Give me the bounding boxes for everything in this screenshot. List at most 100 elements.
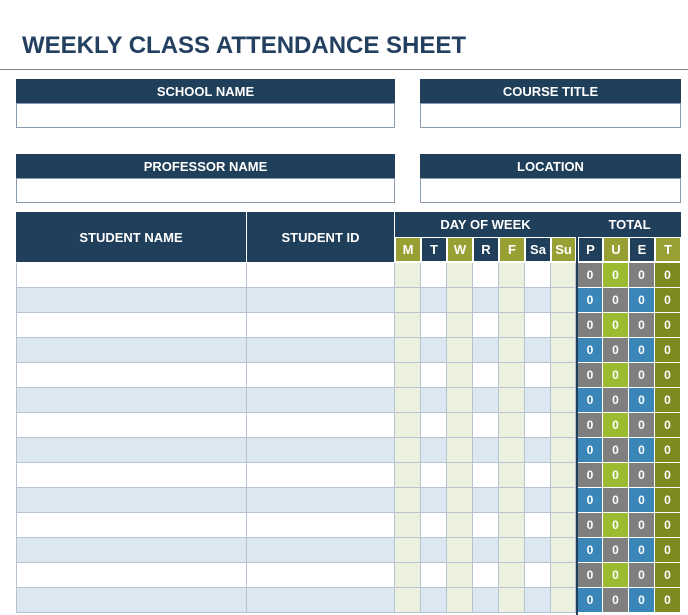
total-cell: 0	[603, 263, 629, 288]
total-cell: 0	[578, 363, 603, 388]
day-cell	[473, 463, 499, 488]
day-cell	[395, 363, 421, 388]
student-name-cell	[16, 438, 247, 463]
separator	[576, 212, 578, 615]
total-cell: 0	[655, 588, 681, 613]
day-cell	[473, 313, 499, 338]
day-cell	[551, 563, 576, 588]
day-cell	[395, 513, 421, 538]
student-id-cell	[247, 438, 395, 463]
field-label: COURSE TITLE	[420, 79, 681, 103]
student-id-cell	[247, 263, 395, 288]
day-cell	[473, 288, 499, 313]
day-cell	[447, 488, 473, 513]
student-name-cell	[16, 338, 247, 363]
day-cell	[395, 588, 421, 613]
total-cell: 0	[655, 388, 681, 413]
total-cell: 0	[578, 413, 603, 438]
day-cell	[499, 488, 525, 513]
total-cell: 0	[655, 438, 681, 463]
total-cell: 0	[655, 513, 681, 538]
student-name-cell	[16, 488, 247, 513]
day-cell	[525, 313, 551, 338]
day-label: F	[499, 237, 525, 262]
day-cell	[421, 363, 447, 388]
total-cell: 0	[655, 263, 681, 288]
total-label: T	[655, 237, 681, 262]
day-cell	[395, 413, 421, 438]
day-cell	[499, 588, 525, 613]
total-cell: 0	[603, 513, 629, 538]
student-name-cell	[16, 513, 247, 538]
day-cell	[499, 513, 525, 538]
total-cell: 0	[629, 338, 655, 363]
total-label: P	[578, 237, 603, 262]
total-cell: 0	[655, 338, 681, 363]
day-cell	[499, 463, 525, 488]
day-cell	[395, 488, 421, 513]
day-cell	[395, 438, 421, 463]
student-name-cell	[16, 588, 247, 613]
total-cell: 0	[603, 538, 629, 563]
day-cell	[421, 588, 447, 613]
day-cell	[499, 413, 525, 438]
student-name-cell	[16, 463, 247, 488]
day-label: M	[395, 237, 421, 262]
day-cell	[551, 388, 576, 413]
total-cell: 0	[629, 488, 655, 513]
student-id-cell	[247, 313, 395, 338]
total-cell: 0	[629, 538, 655, 563]
day-cell	[525, 413, 551, 438]
day-cell	[421, 413, 447, 438]
day-cell	[421, 438, 447, 463]
day-cell	[499, 388, 525, 413]
day-cell	[421, 338, 447, 363]
field-label: LOCATION	[420, 154, 681, 178]
day-cell	[499, 563, 525, 588]
total-cell: 0	[629, 513, 655, 538]
total-cell: 0	[578, 463, 603, 488]
total-cell: 0	[603, 388, 629, 413]
day-cell	[447, 438, 473, 463]
total-cell: 0	[603, 588, 629, 613]
total-label: U	[603, 237, 629, 262]
total-cell: 0	[578, 288, 603, 313]
total-cell: 0	[578, 588, 603, 613]
field-label: SCHOOL NAME	[16, 79, 395, 103]
total-label: E	[629, 237, 655, 262]
total-cell: 0	[603, 338, 629, 363]
student-name-cell	[16, 263, 247, 288]
day-cell	[421, 263, 447, 288]
day-cell	[525, 463, 551, 488]
day-cell	[447, 538, 473, 563]
day-cell	[551, 463, 576, 488]
student-name-cell	[16, 388, 247, 413]
student-name-cell	[16, 313, 247, 338]
day-cell	[395, 563, 421, 588]
total-cell: 0	[629, 288, 655, 313]
day-cell	[525, 288, 551, 313]
total-cell: 0	[629, 363, 655, 388]
student-id-cell	[247, 388, 395, 413]
day-cell	[525, 488, 551, 513]
day-cell	[421, 513, 447, 538]
day-cell	[473, 338, 499, 363]
day-cell	[447, 313, 473, 338]
student-id-cell	[247, 588, 395, 613]
day-cell	[395, 388, 421, 413]
student-name-cell	[16, 288, 247, 313]
student-name-cell	[16, 563, 247, 588]
day-cell	[473, 413, 499, 438]
day-cell	[447, 263, 473, 288]
total-cell: 0	[655, 288, 681, 313]
day-cell	[551, 438, 576, 463]
day-cell	[447, 338, 473, 363]
total-cell: 0	[603, 463, 629, 488]
total-cell: 0	[578, 538, 603, 563]
header-day-of-week: DAY OF WEEK	[395, 212, 576, 237]
field-input	[420, 103, 681, 128]
day-cell	[421, 538, 447, 563]
day-cell	[473, 588, 499, 613]
day-cell	[525, 438, 551, 463]
